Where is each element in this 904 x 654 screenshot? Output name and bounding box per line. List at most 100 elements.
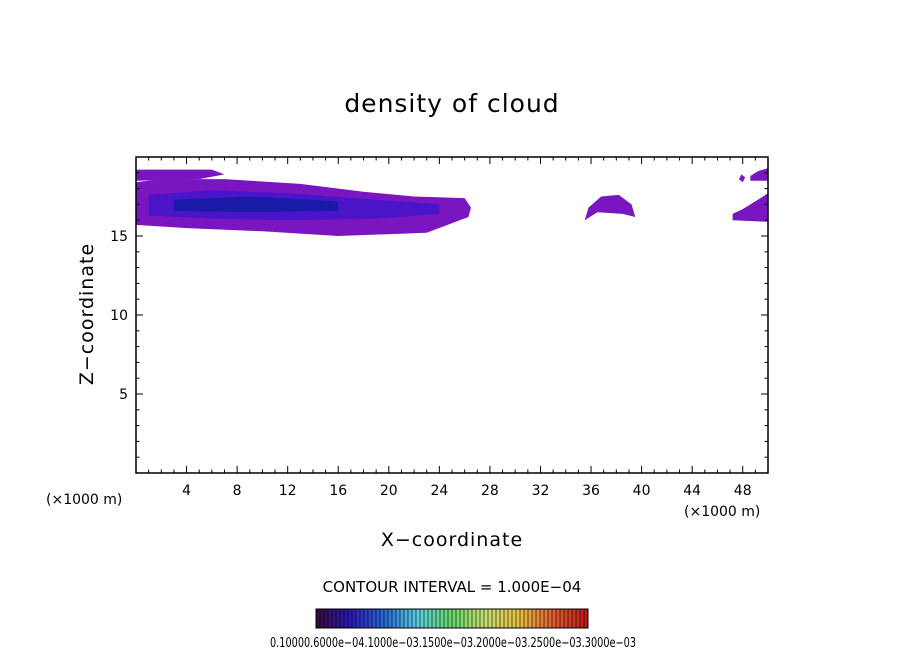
- x-tick-label: 16: [329, 483, 347, 499]
- chart-title: density of cloud: [344, 89, 559, 118]
- colorbar-swatch: [556, 609, 561, 628]
- colorbar-swatch: [580, 609, 585, 628]
- colorbar: [315, 609, 589, 628]
- cloud-regions: [136, 168, 768, 236]
- cloud-region-mid-cloud: [584, 194, 636, 221]
- colorbar-swatch: [532, 609, 537, 628]
- colorbar-swatch: [428, 609, 433, 628]
- colorbar-labels: 0.10000.6000e−04.1000e−03.1500e−03.2000e…: [270, 636, 636, 651]
- colorbar-swatch: [480, 609, 485, 628]
- colorbar-swatch: [488, 609, 493, 628]
- colorbar-swatch: [500, 609, 505, 628]
- colorbar-swatch: [404, 609, 409, 628]
- y-ticks: 5 10 15: [110, 229, 768, 403]
- x-tick-label: 36: [582, 483, 600, 499]
- x-tick-label: 24: [430, 483, 448, 499]
- colorbar-swatch: [512, 609, 517, 628]
- colorbar-swatch: [324, 609, 329, 628]
- x-tick-label: 4: [182, 483, 191, 499]
- colorbar-swatch: [368, 609, 373, 628]
- colorbar-swatch: [576, 609, 581, 628]
- colorbar-swatch: [388, 609, 393, 628]
- x-unit-label: (×1000 m): [684, 504, 760, 520]
- colorbar-swatch: [536, 609, 541, 628]
- colorbar-swatch: [444, 609, 449, 628]
- colorbar-swatch: [424, 609, 429, 628]
- colorbar-swatch: [568, 609, 573, 628]
- colorbar-swatch: [372, 609, 377, 628]
- x-tick-label: 32: [532, 483, 550, 499]
- colorbar-swatch: [320, 609, 325, 628]
- colorbar-swatch: [508, 609, 513, 628]
- cloud-peak-main-cloud: [173, 196, 339, 213]
- colorbar-swatch: [316, 609, 321, 628]
- colorbar-frame: [315, 608, 589, 629]
- colorbar-swatch: [400, 609, 405, 628]
- colorbar-swatch: [460, 609, 465, 628]
- colorbar-swatch: [476, 609, 481, 628]
- colorbar-swatch: [544, 609, 549, 628]
- colorbar-swatch: [408, 609, 413, 628]
- cloud-region-right-cloud: [732, 193, 768, 222]
- colorbar-swatch: [412, 609, 417, 628]
- y-unit-label: (×1000 m): [46, 492, 122, 508]
- colorbar-swatch: [376, 609, 381, 628]
- colorbar-swatch: [340, 609, 345, 628]
- colorbar-swatch: [348, 609, 353, 628]
- colorbar-swatch: [380, 609, 385, 628]
- cloud-region-top-strip: [136, 169, 225, 181]
- y-axis-label: Z−coordinate: [76, 243, 98, 385]
- colorbar-swatch: [524, 609, 529, 628]
- x-tick-label: 20: [380, 483, 398, 499]
- colorbar-swatch: [560, 609, 565, 628]
- colorbar-swatch: [456, 609, 461, 628]
- colorbar-swatch: [352, 609, 357, 628]
- colorbar-swatch: [484, 609, 489, 628]
- colorbar-swatch: [552, 609, 557, 628]
- colorbar-swatch: [584, 609, 589, 628]
- minor-ticks: [136, 157, 768, 473]
- x-tick-label: 28: [481, 483, 499, 499]
- x-tick-label: 48: [734, 483, 752, 499]
- colorbar-swatch: [392, 609, 397, 628]
- y-tick-label: 5: [119, 387, 128, 403]
- x-tick-label: 40: [633, 483, 651, 499]
- x-axis-label: X−coordinate: [381, 529, 523, 551]
- colorbar-swatch: [344, 609, 349, 628]
- cloud-region-right-top: [750, 168, 768, 181]
- colorbar-swatch: [332, 609, 337, 628]
- colorbar-swatch: [416, 609, 421, 628]
- colorbar-swatch: [472, 609, 477, 628]
- colorbar-swatch: [448, 609, 453, 628]
- colorbar-swatch: [328, 609, 333, 628]
- x-tick-label: 44: [683, 483, 701, 499]
- colorbar-swatch: [436, 609, 441, 628]
- colorbar-swatch: [440, 609, 445, 628]
- x-tick-label: 8: [233, 483, 242, 499]
- x-ticks: 4 8 12 16 20 24 28 32 36 40 44 48: [182, 157, 752, 499]
- colorbar-swatch: [572, 609, 577, 628]
- colorbar-swatch: [432, 609, 437, 628]
- colorbar-swatch: [420, 609, 425, 628]
- y-tick-label: 15: [110, 229, 128, 245]
- colorbar-swatch: [548, 609, 553, 628]
- colorbar-swatch: [360, 609, 365, 628]
- colorbar-swatch: [336, 609, 341, 628]
- colorbar-swatch: [356, 609, 361, 628]
- cloud-region-right-dot: [738, 174, 746, 183]
- colorbar-swatch: [468, 609, 473, 628]
- colorbar-swatch: [504, 609, 509, 628]
- colorbar-swatch: [464, 609, 469, 628]
- colorbar-swatch: [520, 609, 525, 628]
- colorbar-swatch: [496, 609, 501, 628]
- colorbar-swatch: [492, 609, 497, 628]
- contour-interval-text: CONTOUR INTERVAL = 1.000E−04: [323, 578, 582, 596]
- x-tick-label: 12: [279, 483, 297, 499]
- colorbar-swatch: [516, 609, 521, 628]
- colorbar-swatch: [564, 609, 569, 628]
- y-tick-label: 10: [110, 308, 128, 324]
- colorbar-swatch: [396, 609, 401, 628]
- colorbar-swatch: [452, 609, 457, 628]
- colorbar-swatch: [540, 609, 545, 628]
